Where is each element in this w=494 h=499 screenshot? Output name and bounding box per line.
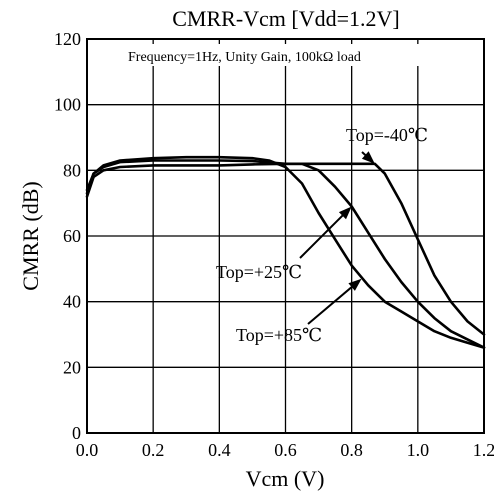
y-tick-label: 120 (54, 29, 81, 49)
plot-frame (86, 38, 485, 434)
series-line (85, 155, 486, 349)
chart-title: CMRR-Vcm [Vdd=1.2V] (172, 6, 400, 31)
annotation-label: Top=+25℃ (216, 262, 302, 282)
x-tick-label: 0.6 (274, 440, 297, 460)
x-tick-label: 0.4 (208, 440, 231, 460)
annotation-arrow (307, 281, 358, 325)
annotation-arrowhead (348, 278, 362, 291)
annotation-arrow (299, 209, 349, 259)
series-line (85, 162, 486, 336)
y-tick-label: 0 (72, 423, 81, 443)
annotation-label: Top=-40℃ (346, 125, 428, 145)
chart-subtitle: Frequency=1Hz, Unity Gain, 100kΩ load (128, 50, 361, 65)
x-axis-label: Vcm (V) (246, 466, 325, 491)
y-tick-label: 40 (63, 292, 81, 312)
x-tick-label: 0.2 (142, 440, 165, 460)
x-tick-label: 0.0 (76, 440, 99, 460)
y-tick-label: 80 (63, 160, 81, 180)
x-tick-label: 1.0 (407, 440, 430, 460)
y-tick-label: 20 (63, 357, 81, 377)
annotation-arrowhead (361, 151, 375, 164)
annotation-arrowhead (338, 206, 352, 220)
x-tick-label: 0.8 (340, 440, 363, 460)
subtitle-box: Frequency=1Hz, Unity Gain, 100kΩ load (124, 44, 480, 66)
y-tick-label: 60 (63, 226, 81, 246)
y-axis-label: CMRR (dB) (18, 181, 43, 290)
tick-labels: 0.0 0.2 0.4 0.6 0.8 1.0 1.2 0 20 40 60 80 100 120 (54, 29, 494, 460)
annotations: Top=-40℃ Top=+25℃ Top=+85℃ (216, 125, 428, 345)
grid (87, 39, 484, 433)
curves (85, 155, 486, 349)
annotation-label: Top=+85℃ (236, 325, 322, 345)
series-line (85, 159, 486, 349)
x-tick-label: 1.2 (473, 440, 494, 460)
y-tick-label: 100 (54, 95, 81, 115)
